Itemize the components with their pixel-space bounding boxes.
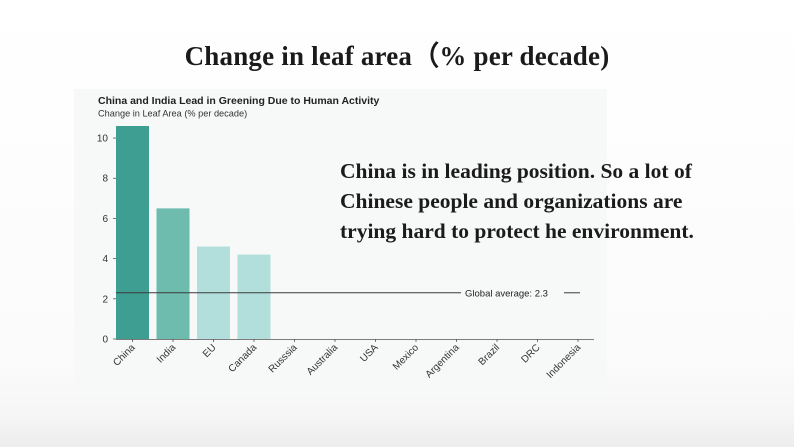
x-tick-label: Argentina: [424, 342, 462, 380]
x-tick-label: India: [155, 342, 178, 365]
x-tick-label: Indonesia: [545, 342, 584, 381]
y-tick-label: 8: [102, 174, 108, 185]
chart-title: China and India Lead in Greening Due to …: [98, 95, 380, 107]
x-tick-label: Russsia: [267, 342, 300, 375]
bar-chart: China and India Lead in Greening Due to …: [97, 95, 594, 381]
body-text: China is in leading position. So a lot o…: [340, 156, 780, 246]
y-axis-label: Change in Leaf Area (% per decade): [98, 109, 247, 119]
bar-series: [116, 126, 271, 339]
body-line: China is in leading position. So a lot o…: [340, 159, 692, 183]
x-tick-label: Canada: [227, 342, 260, 375]
y-tick-label: 0: [102, 335, 108, 346]
x-tick-label: Brazil: [477, 342, 502, 367]
body-line: trying hard to protect he environment.: [340, 219, 694, 243]
y-tick-label: 4: [102, 254, 108, 265]
reference-line-group: Global average: 2.3: [116, 288, 580, 299]
x-tick-label: EU: [201, 342, 219, 360]
chart-panel: China and India Lead in Greening Due to …: [74, 89, 607, 396]
slide-title: Change in leaf area（% per decade): [184, 41, 610, 71]
y-axis-ticks: 0 2 4 6 8 10: [97, 134, 116, 346]
bar-india: [156, 208, 190, 339]
x-tick-label: Mexico: [391, 342, 421, 372]
y-tick-label: 2: [102, 294, 108, 305]
bar-china: [116, 126, 149, 339]
body-line: Chinese people and organizations are: [340, 189, 683, 213]
x-tick-label: China: [111, 342, 138, 369]
y-tick-label: 10: [97, 134, 109, 145]
global-average-label: Global average: 2.3: [465, 288, 548, 299]
x-tick-label: Australia: [305, 342, 341, 378]
x-axis-labels: China India EU Canada Russsia Australia USA Mex…: [111, 339, 583, 381]
x-tick-label: DRC: [520, 342, 543, 365]
y-tick-label: 6: [102, 214, 108, 225]
bar-canada: [237, 254, 271, 339]
bottom-shade: [0, 417, 794, 447]
x-tick-label: USA: [358, 342, 381, 365]
